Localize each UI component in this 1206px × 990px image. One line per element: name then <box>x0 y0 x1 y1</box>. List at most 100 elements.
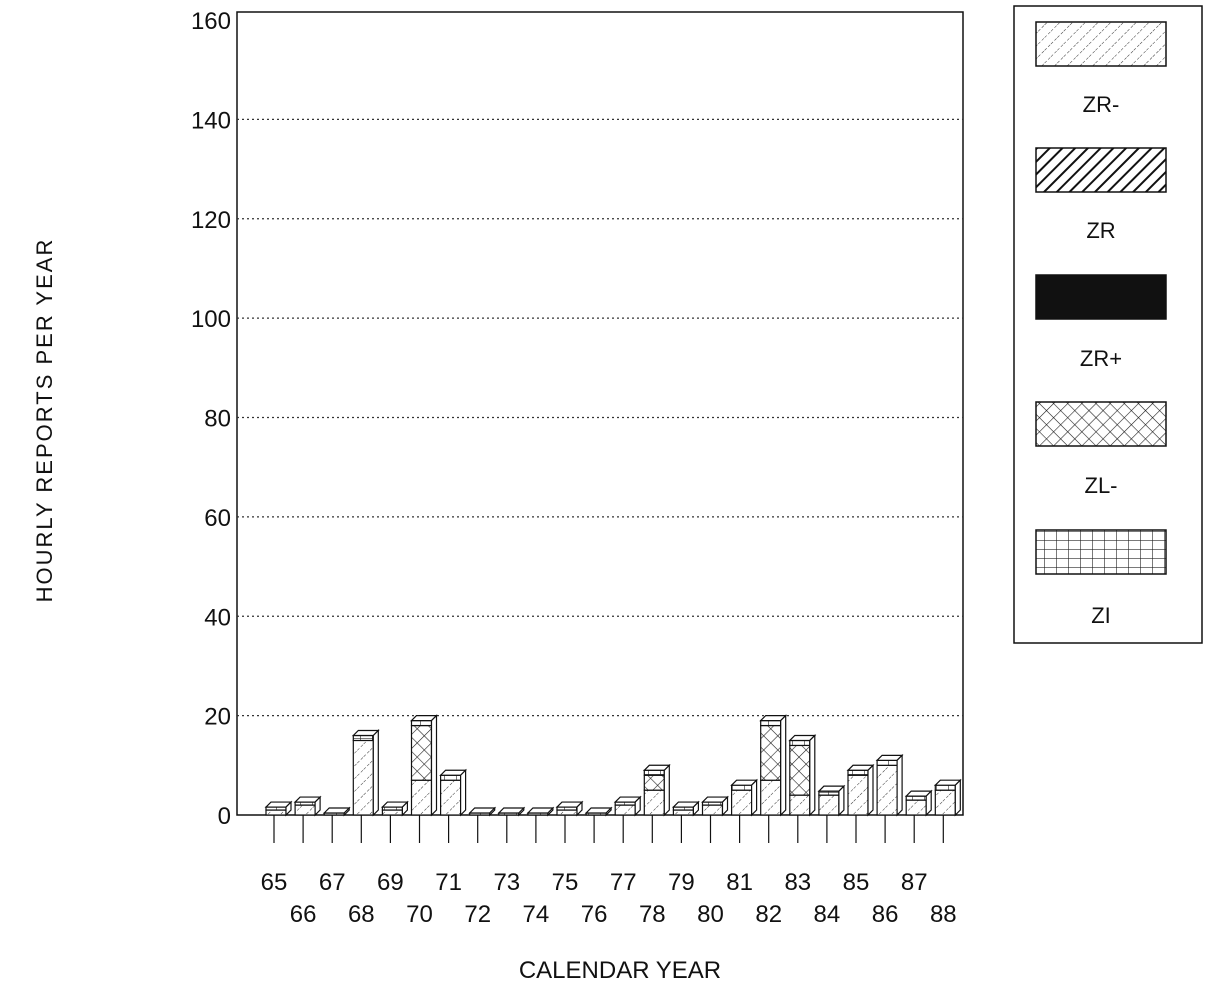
legend-label: ZI <box>1091 603 1111 628</box>
x-tick-label: 77 <box>610 869 637 896</box>
legend-frame <box>1013 5 1203 644</box>
x-tick-label: 84 <box>814 901 841 928</box>
bar-side-face <box>896 753 903 817</box>
x-tick-label: 75 <box>552 869 579 896</box>
x-tick-label: 72 <box>464 901 491 928</box>
bar-segment-ZR- <box>847 774 869 816</box>
plot-frame <box>236 11 964 816</box>
legend-item-ZL-: ZL- <box>1035 401 1167 498</box>
bar-segment-ZR- <box>352 739 374 816</box>
legend-swatch <box>1035 529 1167 575</box>
bar-side-face <box>838 784 845 817</box>
y-tick-label: 120 <box>191 207 231 234</box>
legend-swatch <box>1035 147 1167 193</box>
y-tick-label: 60 <box>204 505 231 532</box>
bar-segment-ZR- <box>381 809 403 816</box>
bar-segment-ZR- <box>701 804 724 816</box>
bar-side-face <box>605 806 612 817</box>
bar-segment-ZI <box>847 769 869 776</box>
x-tick-label: 66 <box>290 901 317 928</box>
bar-side-face <box>750 778 758 817</box>
bar-segment-ZR- <box>265 809 287 816</box>
bar-side-face <box>867 763 874 817</box>
y-tick-label: 140 <box>191 107 231 134</box>
y-tick-label: 20 <box>204 704 231 731</box>
x-tick-label: 73 <box>493 869 520 896</box>
x-tick-label: 88 <box>930 901 957 928</box>
bar-segment-ZI <box>789 739 811 747</box>
bar-side-face <box>372 729 379 817</box>
bar-segment-ZI <box>760 719 782 727</box>
y-tick-label: 80 <box>204 406 231 433</box>
x-tick-label: 82 <box>755 901 782 928</box>
bar-segment-ZR- <box>818 794 840 816</box>
legend-swatch <box>1035 401 1167 447</box>
legend-item-ZR: ZR <box>1035 147 1167 243</box>
bar-segment-ZI <box>440 774 462 781</box>
bar-side-face <box>780 714 787 817</box>
bar-segment-ZR- <box>410 779 433 816</box>
x-tick-label: 69 <box>377 869 404 896</box>
bar-side-face <box>401 800 408 817</box>
bar-side-face <box>954 778 961 817</box>
bar-side-face <box>634 795 641 817</box>
bar-segment-ZI <box>352 734 374 742</box>
bar-side-face <box>692 800 700 817</box>
bar-side-face <box>663 763 670 817</box>
legend-label: ZR- <box>1083 92 1120 117</box>
y-tick-labels: 0 20 40 60 80 100 120 140 160 <box>191 8 231 830</box>
legend-swatch <box>1035 274 1167 320</box>
bar-segment-ZR- <box>440 779 462 816</box>
y-axis-title: HOURLY REPORTS PER YEAR <box>32 238 57 603</box>
bars <box>264 714 962 817</box>
y-tick-label: 40 <box>204 604 231 631</box>
bar-segment-ZI <box>643 769 665 776</box>
bar-segment-ZL- <box>410 724 433 781</box>
bar-segment-ZR- <box>760 779 782 816</box>
x-tick-label: 79 <box>668 869 695 896</box>
y-tick-label: 100 <box>191 306 231 333</box>
x-tick-label: 85 <box>843 869 870 896</box>
bar-segment-ZI <box>876 759 898 766</box>
bar-segment-ZR- <box>672 809 695 816</box>
x-tick-label: 80 <box>697 901 724 928</box>
bar-segment-ZR- <box>905 799 927 816</box>
bar-side-face <box>489 806 496 817</box>
bar-segment-ZR- <box>643 789 665 816</box>
bar-side-face <box>314 795 321 817</box>
x-tick-label: 87 <box>901 869 928 896</box>
bar-segment-ZR- <box>730 789 753 816</box>
legend-item-ZR-: ZR- <box>1035 21 1167 117</box>
x-tick-label: 83 <box>784 869 811 896</box>
legend-label: ZL- <box>1085 473 1118 498</box>
bar-side-face <box>285 800 292 817</box>
bar-side-face <box>576 800 583 817</box>
legend-label: ZR <box>1086 218 1115 243</box>
x-tick-label: 71 <box>435 869 462 896</box>
bar-side-face <box>518 806 525 817</box>
bar-segment-ZI <box>410 719 433 727</box>
x-tick-label: 65 <box>261 869 288 896</box>
bar-segment-ZI <box>730 784 753 791</box>
x-tick-label: 68 <box>348 901 375 928</box>
x-tick-label: 76 <box>581 901 608 928</box>
y-tick-label: 160 <box>191 8 231 35</box>
bar-side-face <box>925 789 932 817</box>
bar-segment-ZL- <box>643 774 665 791</box>
bar-segment-ZR- <box>876 764 898 816</box>
bar-segment-ZI <box>934 784 956 791</box>
x-ticks: 6566676869707172737475767778798081828384… <box>261 815 957 928</box>
bar-side-face <box>809 734 816 817</box>
x-tick-label: 78 <box>639 901 666 928</box>
x-tick-label: 86 <box>872 901 899 928</box>
bar-segment-ZR- <box>556 809 578 816</box>
bar-segment-ZR- <box>789 794 811 816</box>
bar-side-face <box>430 714 438 817</box>
x-axis-title: CALENDAR YEAR <box>519 957 721 984</box>
bar-segment-ZR- <box>294 804 316 816</box>
legend-item-ZR+: ZR+ <box>1035 274 1167 371</box>
bar-segment-ZR- <box>934 789 956 816</box>
legend: ZR- ZR ZR+ ZL- ZI <box>1013 5 1203 644</box>
bar-segment-ZL- <box>789 744 811 796</box>
